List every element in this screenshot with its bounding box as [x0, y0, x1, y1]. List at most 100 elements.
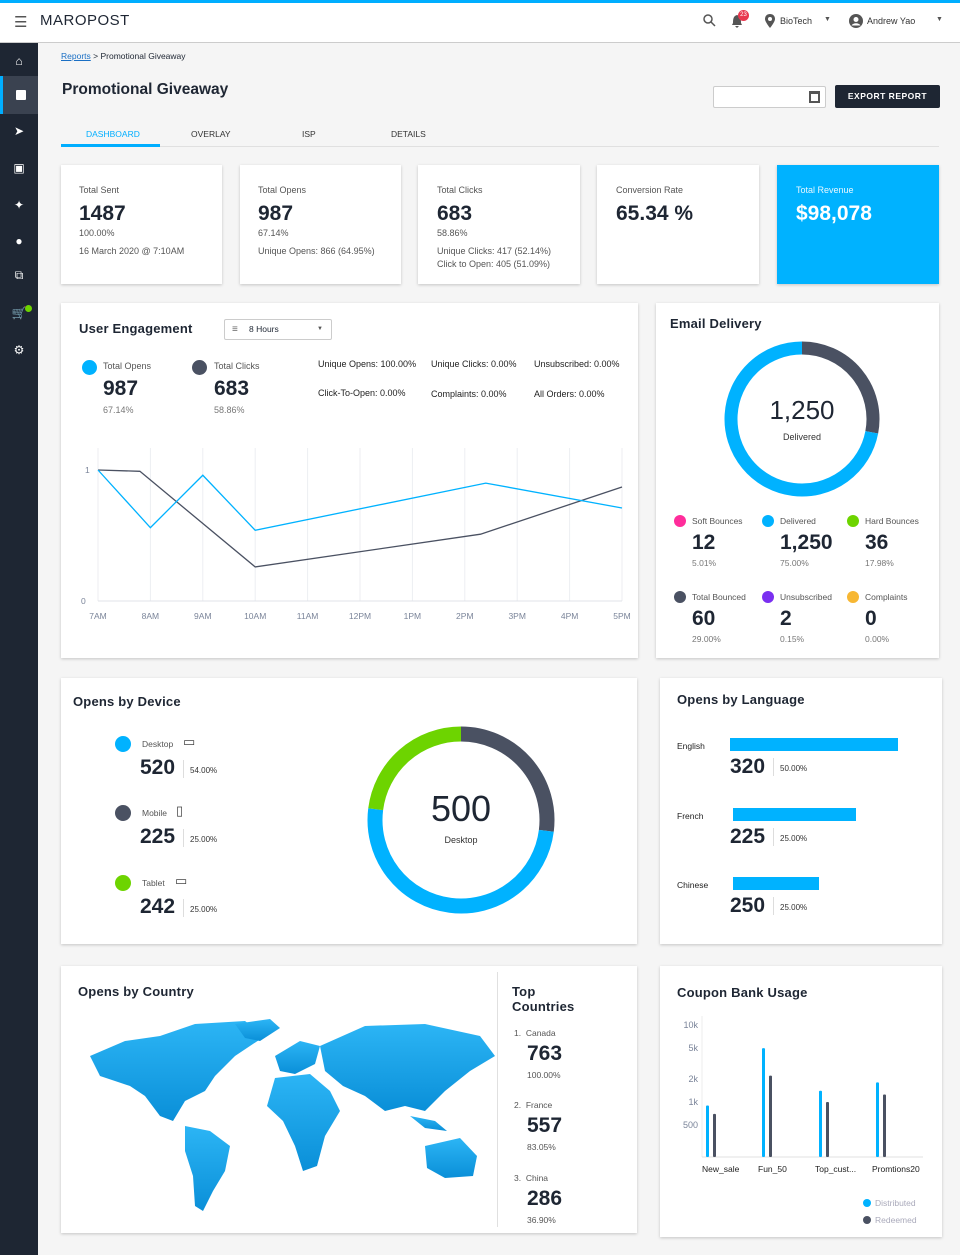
divider: [773, 828, 774, 846]
donut-center-value: 1,250: [769, 395, 835, 425]
opens-by-device-card: Opens by Device 500 Desktop Desktop ▭ 52…: [61, 678, 637, 944]
tab-divider: [61, 146, 939, 147]
bar-distributed: [876, 1082, 879, 1157]
clicks-value: 683: [214, 377, 250, 400]
email-delivery-card: Email Delivery 1,250 Delivered Soft Boun…: [656, 303, 939, 658]
chevron-down-icon[interactable]: ▼: [936, 16, 943, 23]
breadcrumb-current: Promotional Giveaway: [100, 51, 186, 61]
kpi-conversion-rate: Conversion Rate 65.34 %: [597, 165, 759, 284]
clicks-percent: 58.86%: [214, 405, 245, 415]
kpi-detail: Unique Clicks: 417 (52.14%): [437, 246, 552, 256]
device-value: 225: [140, 825, 176, 848]
device-label: Tablet: [142, 878, 165, 888]
stat-unique-opens: Unique Opens: 100.00%: [318, 359, 417, 369]
breadcrumb-reports-link[interactable]: Reports: [61, 51, 91, 61]
filter-icon: ≡: [232, 324, 238, 335]
card-title: Opens by Country: [78, 984, 194, 999]
kpi-label: Total Opens: [258, 185, 307, 195]
chevron-down-icon[interactable]: ▼: [824, 16, 831, 23]
legend-dot: [863, 1199, 871, 1207]
legend-label: Redeemed: [875, 1215, 917, 1225]
kpi-detail: Click to Open: 405 (51.09%): [437, 259, 551, 269]
tab-details[interactable]: DETAILS: [391, 129, 426, 139]
language-label: English: [677, 741, 705, 751]
time-filter-dropdown[interactable]: ≡ 8 Hours ▼: [224, 319, 332, 340]
cart-icon[interactable]: 🛒: [11, 306, 27, 320]
send-icon[interactable]: ➤: [13, 124, 25, 138]
settings-icon[interactable]: ⚙: [13, 343, 25, 357]
bar-distributed: [706, 1105, 709, 1157]
network-icon[interactable]: ✦: [13, 198, 25, 212]
opens-percent: 67.14%: [103, 405, 134, 415]
kpi-total-sent: Total Sent 1487 100.00% 16 March 2020 @ …: [61, 165, 222, 284]
legend-dot: [674, 591, 686, 603]
kpi-label: Conversion Rate: [616, 185, 684, 195]
x-tick-label: Promtions20: [872, 1164, 920, 1174]
tab-dashboard[interactable]: DASHBOARD: [86, 129, 140, 139]
stat-unsubscribed: Unsubscribed: 0.00%: [534, 359, 620, 369]
legend-dot: [674, 515, 686, 527]
device-item-desktop: Desktop ▭ 520 54.00%: [115, 734, 315, 786]
tab-isp[interactable]: ISP: [302, 129, 316, 139]
device-percent: 25.00%: [190, 835, 218, 844]
kpi-value: 65.34 %: [616, 202, 694, 225]
calendar-icon[interactable]: [809, 91, 820, 103]
logo: MAROPOST: [40, 12, 130, 29]
donut-segment-mobile: [460, 726, 555, 832]
card-title: Opens by Device: [73, 694, 181, 709]
campaigns-icon[interactable]: ⧉: [14, 267, 24, 282]
date-picker-input[interactable]: [713, 86, 826, 108]
kpi-percent: 58.86%: [437, 228, 468, 238]
delivery-donut-chart: [724, 341, 880, 497]
top-bar: ☰ MAROPOST 23 BioTech ▼ Andrew Yao ▼: [0, 0, 960, 43]
reports-icon[interactable]: [0, 76, 38, 114]
kpi-value: 1487: [79, 202, 126, 225]
bar-redeemed: [883, 1094, 886, 1157]
device-item-tablet: Tablet ▭ 242 25.00%: [115, 873, 315, 925]
country-percent: 83.05%: [527, 1142, 556, 1152]
sidebar: ⌂ ➤ ▣ ✦ ● ⧉ 🛒 ⚙: [0, 43, 38, 1255]
country-percent: 36.90%: [527, 1215, 556, 1225]
device-value: 520: [140, 756, 176, 779]
y-tick-label: 0: [81, 596, 86, 606]
country-item: 3. China: [514, 1173, 548, 1183]
account-selector[interactable]: BioTech: [780, 16, 813, 26]
tab-overlay[interactable]: OVERLAY: [191, 129, 231, 139]
kpi-date: 16 March 2020 @ 7:10AM: [79, 246, 185, 256]
language-bar: [733, 808, 856, 821]
donut-center-label: Delivered: [782, 432, 822, 442]
legend-dot: [762, 591, 774, 603]
kpi-label: Total Revenue: [796, 185, 854, 195]
country-value: 557: [527, 1114, 563, 1137]
legend-dot: [115, 736, 131, 752]
contact-icon[interactable]: ●: [15, 234, 23, 248]
bar-redeemed: [713, 1113, 716, 1157]
export-report-button[interactable]: EXPORT REPORT: [835, 85, 940, 108]
donut-segment-tablet: [368, 726, 462, 811]
country-percent: 100.00%: [527, 1070, 561, 1080]
notification-badge: 23: [738, 10, 749, 21]
series-line-total-clicks: [97, 469, 623, 568]
search-icon[interactable]: [703, 14, 716, 27]
user-avatar-icon[interactable]: [849, 14, 863, 28]
stat-percent: 5.01%: [692, 558, 717, 568]
divider: [773, 897, 774, 915]
series-line-total-opens: [97, 469, 623, 531]
coupon-bank-usage-card: Coupon Bank Usage 10k 5k 2k 1k 500 New_sale Fu…: [660, 966, 942, 1237]
map-africa: [267, 1074, 340, 1171]
country-item: 1. Canada: [514, 1028, 556, 1038]
stat-percent: 0.00%: [865, 634, 890, 644]
coupon-bar-chart: 10k 5k 2k 1k 500 New_sale Fun_50 Top_cust... Pro…: [683, 1016, 923, 1225]
country-value: 286: [527, 1187, 563, 1210]
country-name: Canada: [525, 1028, 556, 1038]
bar-distributed: [819, 1090, 822, 1157]
briefcase-icon[interactable]: ▣: [13, 161, 25, 175]
home-icon[interactable]: ⌂: [15, 54, 23, 68]
card-title: Coupon Bank Usage: [677, 985, 808, 1000]
stat-complaints: Complaints: 0.00%: [431, 389, 507, 399]
language-bar: [730, 738, 898, 751]
donut-segment-delivered: [724, 341, 879, 497]
hamburger-icon[interactable]: ☰: [14, 14, 28, 31]
map-north-america: [90, 1021, 265, 1121]
user-name[interactable]: Andrew Yao: [867, 16, 916, 26]
